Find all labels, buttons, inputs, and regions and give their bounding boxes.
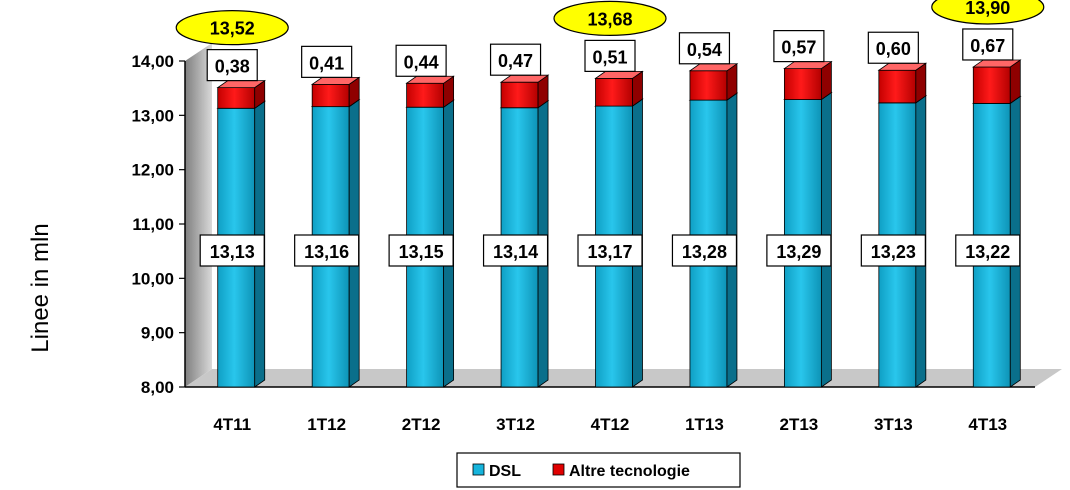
data-label-altre-box bbox=[489, 43, 542, 76]
bar-altre-side bbox=[1009, 59, 1021, 105]
x-tick-label: 4T13 bbox=[968, 415, 1007, 434]
data-label-dsl-box bbox=[388, 234, 454, 267]
data-labels: 13,13 0,38 13,16 0,41 13,15 0,44 13,14 0,47 13,1… bbox=[175, 0, 1045, 267]
data-label-altre: 0,38 bbox=[215, 57, 250, 77]
bar-altre-top bbox=[688, 63, 739, 72]
total-label: 13,68 bbox=[587, 9, 632, 29]
bar-altre bbox=[595, 77, 633, 107]
bar-altre-top bbox=[216, 80, 266, 89]
bar-group bbox=[499, 74, 550, 388]
bar-group bbox=[877, 62, 928, 388]
bar-altre-top bbox=[499, 74, 550, 83]
data-label-dsl: 13,16 bbox=[304, 242, 349, 262]
data-label-altre-box bbox=[301, 45, 353, 78]
data-label-altre-box bbox=[206, 49, 258, 82]
bar-altre bbox=[783, 68, 822, 100]
legend-label-dsl: DSL bbox=[489, 463, 521, 480]
bar-group bbox=[310, 76, 361, 388]
data-label-dsl-box bbox=[294, 234, 360, 267]
data-label-dsl: 13,13 bbox=[210, 242, 255, 262]
bar-altre-top bbox=[972, 59, 1022, 68]
y-tick-label: 14,00 bbox=[131, 52, 174, 71]
x-tick-label: 3T12 bbox=[496, 415, 535, 434]
total-badge bbox=[175, 10, 289, 46]
data-label-dsl-box bbox=[671, 234, 738, 267]
bar-group bbox=[216, 79, 266, 388]
data-label-dsl-box bbox=[199, 234, 265, 267]
y-axis-title: Linee in mln bbox=[27, 223, 54, 352]
data-label-altre: 0,67 bbox=[970, 36, 1005, 56]
data-label-dsl-box bbox=[766, 234, 832, 267]
bar-altre bbox=[311, 83, 350, 108]
data-label-altre-box bbox=[962, 28, 1014, 61]
legend-label-altre: Altre tecnologie bbox=[569, 463, 690, 480]
data-label-dsl: 13,15 bbox=[399, 242, 444, 262]
data-label-altre-box bbox=[867, 31, 919, 64]
data-label-dsl-box bbox=[482, 234, 549, 267]
bar-altre bbox=[406, 82, 445, 108]
x-tick-label: 3T13 bbox=[874, 415, 913, 434]
y-tick-label: 13,00 bbox=[131, 106, 174, 125]
bar-altre-top bbox=[310, 76, 361, 85]
data-label-dsl: 13,29 bbox=[776, 242, 821, 262]
data-label-dsl-box bbox=[955, 234, 1021, 267]
y-tick-label: 9,00 bbox=[141, 324, 174, 343]
bar-altre bbox=[500, 81, 539, 109]
legend-swatch-altre bbox=[552, 463, 565, 476]
data-label-altre-box bbox=[773, 30, 825, 63]
data-label-altre: 0,47 bbox=[498, 51, 533, 71]
bar-group bbox=[594, 70, 644, 388]
bar-group bbox=[405, 75, 455, 388]
x-axis-categories: 4T11 1T12 2T12 3T12 4T12 1T13 2T13 3T13 4T13 bbox=[213, 415, 1007, 434]
data-label-dsl-box bbox=[577, 234, 643, 267]
total-label: 13,52 bbox=[210, 19, 255, 39]
data-label-altre: 0,41 bbox=[309, 53, 344, 73]
data-label-dsl-box bbox=[860, 234, 926, 267]
data-label-dsl: 13,22 bbox=[965, 242, 1010, 262]
data-label-dsl: 13,28 bbox=[682, 242, 727, 262]
legend-swatch-dsl bbox=[472, 463, 485, 476]
y-tick-label: 8,00 bbox=[141, 378, 174, 397]
total-badge bbox=[931, 0, 1045, 25]
bar-altre bbox=[972, 66, 1011, 104]
bar-altre bbox=[878, 69, 917, 104]
bar-altre-top bbox=[877, 62, 928, 71]
legend: DSL Altre tecnologie bbox=[456, 452, 741, 488]
data-label-altre: 0,60 bbox=[876, 39, 911, 59]
data-label-altre: 0,44 bbox=[404, 52, 439, 72]
x-tick-label: 4T12 bbox=[591, 415, 630, 434]
data-label-altre: 0,57 bbox=[781, 38, 816, 58]
y-tick-label: 12,00 bbox=[131, 161, 174, 180]
data-label-dsl: 13,14 bbox=[493, 242, 538, 262]
bars bbox=[216, 59, 1022, 388]
total-label: 13,90 bbox=[965, 0, 1010, 18]
bar-altre-top bbox=[594, 70, 644, 79]
bar-altre-top bbox=[405, 75, 455, 84]
data-label-altre-box bbox=[395, 44, 447, 77]
plot-back-wall bbox=[185, 43, 212, 387]
bar-altre-top bbox=[783, 61, 833, 70]
data-label-dsl: 13,23 bbox=[871, 242, 916, 262]
y-tick-label: 10,00 bbox=[131, 269, 174, 288]
bar-group bbox=[688, 63, 739, 388]
x-tick-label: 1T13 bbox=[685, 415, 724, 434]
data-label-altre: 0,54 bbox=[687, 40, 722, 60]
data-label-altre: 0,51 bbox=[592, 47, 627, 67]
x-tick-label: 2T12 bbox=[402, 415, 441, 434]
data-label-dsl: 13,17 bbox=[587, 242, 632, 262]
x-tick-label: 4T11 bbox=[213, 415, 251, 434]
bar-group bbox=[972, 59, 1022, 388]
x-tick-label: 2T13 bbox=[780, 415, 819, 434]
x-tick-label: 1T12 bbox=[307, 415, 346, 434]
total-badge bbox=[553, 0, 667, 36]
bar-altre bbox=[689, 70, 728, 101]
bar-altre bbox=[217, 87, 256, 109]
bar-group bbox=[783, 60, 833, 388]
data-label-altre-box bbox=[678, 32, 731, 65]
y-tick-label: 11,00 bbox=[132, 215, 174, 234]
y-axis-ticks: 8,00 9,00 10,00 11,00 12,00 13,00 14,00 bbox=[131, 52, 185, 397]
data-label-altre-box bbox=[584, 39, 636, 72]
